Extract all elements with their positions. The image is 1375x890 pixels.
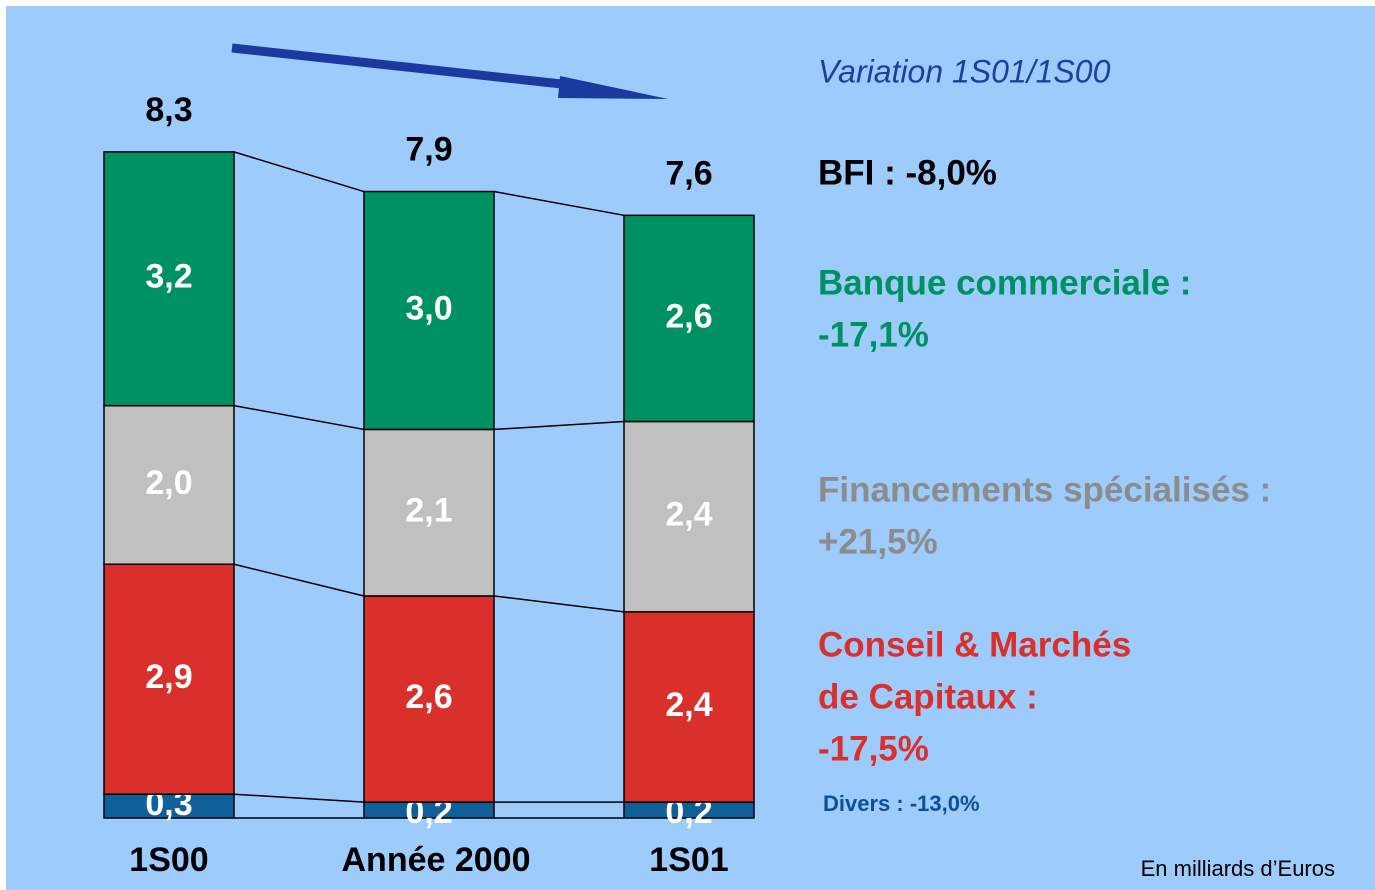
bar-segment [363, 595, 495, 803]
trend-arrow-head [558, 76, 668, 99]
connector [233, 563, 365, 597]
annotation: de Capitaux : [818, 677, 1038, 716]
segment-label: 2,1 [405, 492, 452, 530]
annotation: Conseil & Marchés [818, 625, 1131, 664]
connector [493, 420, 625, 431]
bar-segment [363, 428, 495, 597]
segment-label: 2,4 [665, 686, 712, 724]
segment-label: 2,9 [145, 658, 192, 696]
segment-label: 2,0 [145, 464, 192, 502]
bar-segment [103, 563, 235, 795]
total-label: 8,3 [145, 91, 192, 129]
connector [233, 404, 365, 431]
variation-title: Variation 1S01/1S00 [818, 53, 1111, 89]
trend-arrow [231, 43, 581, 91]
bar-segment [363, 190, 495, 431]
category-label: Année 2000 [342, 841, 531, 879]
bar-segment [623, 611, 755, 803]
annotation: +21,5% [818, 522, 938, 561]
segment-label: 2,6 [665, 297, 712, 335]
total-label: 7,6 [665, 154, 712, 192]
bar-segment [103, 404, 235, 565]
connector [493, 190, 625, 217]
segment-label: 3,0 [405, 289, 452, 327]
segment-label: 2,6 [405, 678, 452, 716]
annotation: Banque commerciale : [818, 263, 1191, 302]
segment-label: 2,4 [665, 496, 712, 534]
bar-segment [623, 420, 755, 613]
annotation: BFI : -8,0% [818, 153, 997, 192]
footnote: En milliards d’Euros [1141, 856, 1335, 881]
connector [233, 793, 365, 803]
annotation: Financements spécialisés : [818, 470, 1271, 509]
category-label: 1S00 [129, 841, 208, 879]
total-label: 7,9 [405, 131, 452, 169]
segment-label: 3,2 [145, 258, 192, 296]
bar-segment [103, 151, 235, 407]
annotation: -17,1% [818, 315, 929, 354]
connector [233, 151, 365, 193]
annotation: -17,5% [818, 729, 929, 768]
bar-segment [623, 214, 755, 423]
connector [493, 595, 625, 613]
annotation: Divers : -13,0% [823, 791, 980, 816]
category-label: 1S01 [649, 841, 728, 879]
